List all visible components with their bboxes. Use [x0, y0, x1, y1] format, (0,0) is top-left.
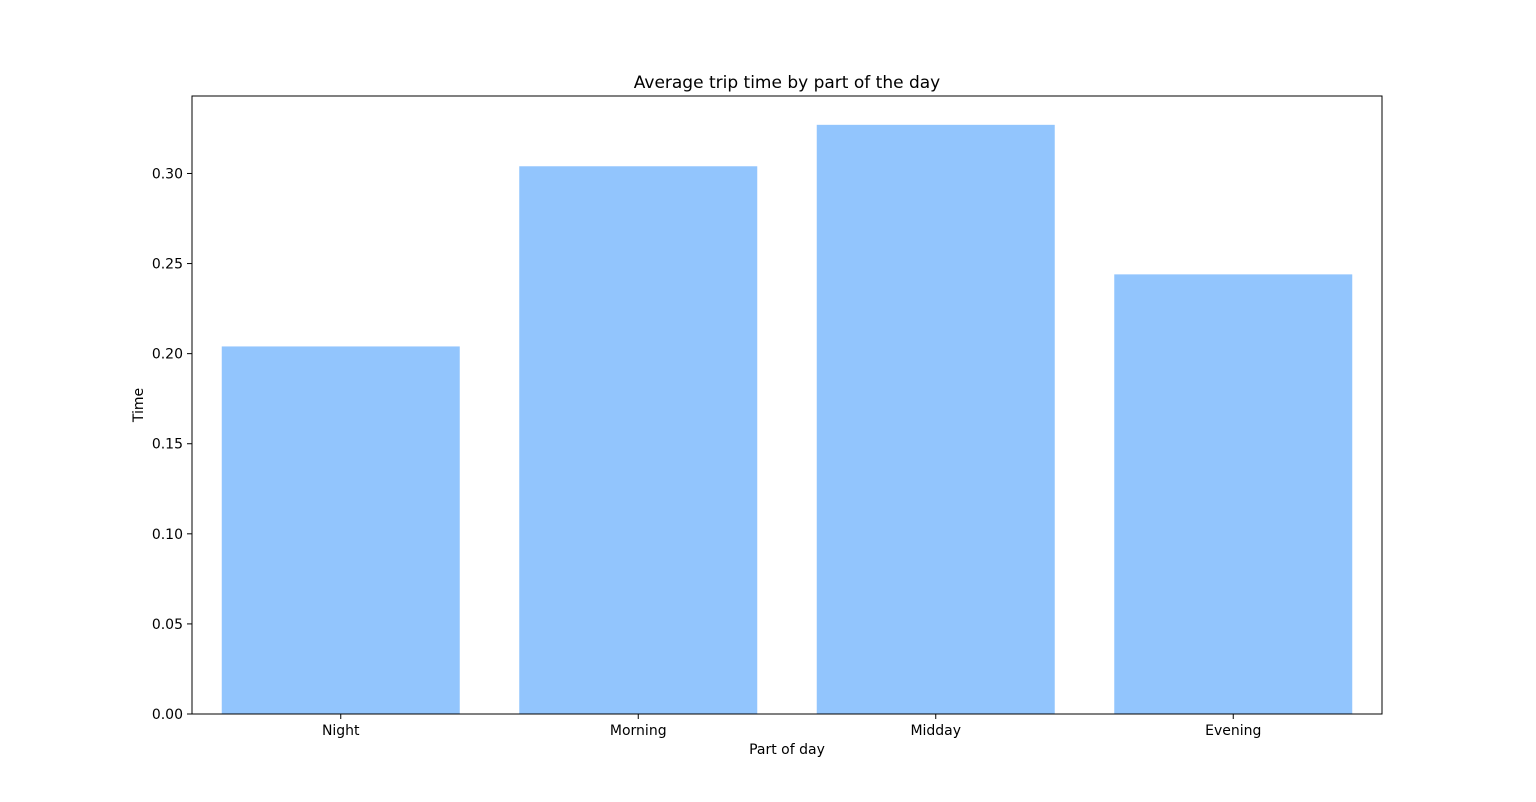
y-axis-title: Time [131, 388, 147, 423]
y-tick-label: 0.25 [152, 257, 183, 273]
x-tick-label: Night [322, 723, 360, 739]
x-tick-label: Evening [1205, 723, 1261, 739]
bar-evening [1114, 274, 1353, 714]
y-tick-label: 0.15 [152, 437, 183, 453]
bars-layer [221, 124, 1353, 714]
x-axis-title: Part of day [749, 742, 825, 758]
y-tick-label: 0.00 [152, 707, 183, 723]
y-axis: 0.00 0.05 0.10 0.15 0.20 0.25 0.30 [152, 166, 192, 723]
y-tick-label: 0.10 [152, 527, 183, 543]
chart-title: Average trip time by part of the day [634, 73, 940, 93]
bar-night [221, 346, 460, 714]
y-tick-label: 0.05 [152, 617, 183, 633]
bar-morning [519, 166, 758, 714]
y-tick-label: 0.20 [152, 347, 183, 363]
bar-midday [816, 124, 1055, 714]
x-tick-label: Morning [610, 723, 667, 739]
y-tick-label: 0.30 [152, 166, 183, 182]
x-tick-label: Midday [910, 723, 961, 739]
x-axis: Night Morning Midday Evening [322, 714, 1261, 739]
plot-frame [191, 95, 1383, 715]
